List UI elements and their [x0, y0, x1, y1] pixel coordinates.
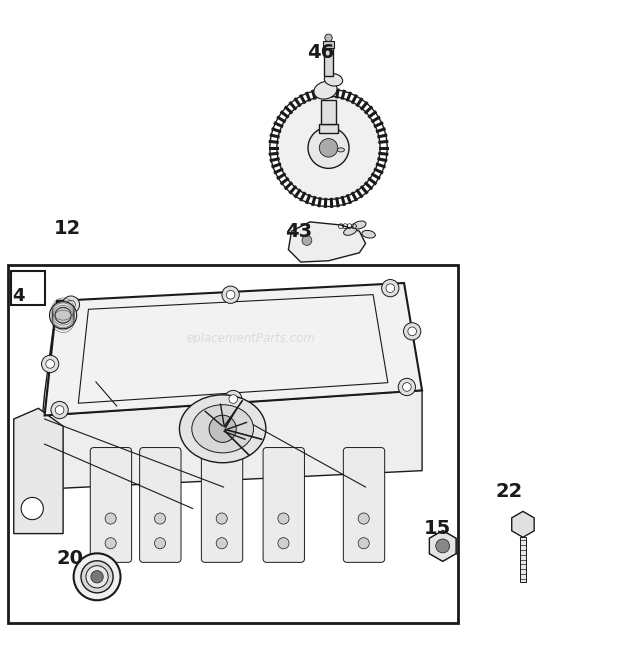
Ellipse shape: [314, 81, 337, 99]
Text: 46: 46: [307, 43, 334, 63]
Circle shape: [386, 284, 394, 292]
Polygon shape: [35, 301, 57, 490]
Circle shape: [105, 513, 116, 524]
Circle shape: [216, 537, 228, 549]
Circle shape: [55, 406, 64, 414]
Bar: [7, 265, 458, 623]
Circle shape: [74, 553, 120, 600]
Circle shape: [21, 498, 43, 519]
Bar: [520, 537, 526, 581]
Circle shape: [402, 383, 411, 392]
Circle shape: [154, 537, 166, 549]
Circle shape: [209, 415, 236, 442]
Circle shape: [229, 395, 237, 404]
Circle shape: [398, 378, 415, 396]
Ellipse shape: [362, 230, 375, 238]
Ellipse shape: [179, 395, 266, 463]
Circle shape: [325, 34, 332, 41]
Circle shape: [222, 286, 239, 304]
Ellipse shape: [337, 148, 345, 152]
Circle shape: [62, 296, 79, 313]
Circle shape: [358, 513, 370, 524]
FancyBboxPatch shape: [263, 448, 304, 562]
Polygon shape: [429, 531, 456, 561]
Circle shape: [50, 302, 77, 329]
Circle shape: [81, 561, 113, 593]
Circle shape: [278, 537, 289, 549]
Bar: [323, 41, 334, 49]
Text: 22: 22: [495, 482, 523, 501]
Circle shape: [55, 307, 71, 323]
Circle shape: [382, 280, 399, 297]
Circle shape: [91, 571, 104, 583]
Ellipse shape: [343, 227, 356, 235]
Circle shape: [436, 539, 449, 553]
Text: 20: 20: [57, 549, 84, 569]
Circle shape: [302, 236, 312, 245]
Circle shape: [277, 96, 380, 199]
Bar: [11, 271, 45, 305]
Text: 4: 4: [12, 287, 25, 305]
Ellipse shape: [353, 221, 366, 229]
Polygon shape: [14, 408, 63, 533]
FancyBboxPatch shape: [140, 448, 181, 562]
Text: 43: 43: [285, 222, 312, 241]
Circle shape: [51, 402, 68, 419]
Ellipse shape: [324, 73, 343, 86]
Text: eplacementParts.com: eplacementParts.com: [187, 332, 316, 345]
Circle shape: [42, 355, 59, 372]
Circle shape: [216, 513, 228, 524]
Bar: [321, 99, 336, 125]
Bar: [324, 49, 334, 76]
FancyBboxPatch shape: [91, 448, 131, 562]
Polygon shape: [45, 283, 422, 416]
Circle shape: [154, 513, 166, 524]
Circle shape: [408, 327, 417, 336]
Circle shape: [66, 300, 75, 309]
FancyBboxPatch shape: [202, 448, 242, 562]
Circle shape: [278, 513, 289, 524]
Text: 12: 12: [54, 219, 81, 238]
FancyBboxPatch shape: [343, 448, 384, 562]
Circle shape: [404, 323, 421, 340]
Ellipse shape: [192, 405, 254, 453]
Circle shape: [105, 537, 116, 549]
Polygon shape: [512, 511, 534, 537]
Circle shape: [86, 565, 108, 588]
Polygon shape: [35, 390, 422, 490]
Circle shape: [226, 290, 235, 299]
Circle shape: [46, 360, 55, 368]
Circle shape: [224, 390, 242, 408]
Circle shape: [308, 127, 349, 168]
Circle shape: [358, 537, 370, 549]
Polygon shape: [288, 222, 366, 262]
Bar: [319, 125, 339, 133]
Circle shape: [319, 139, 338, 157]
Text: 15: 15: [424, 519, 451, 537]
